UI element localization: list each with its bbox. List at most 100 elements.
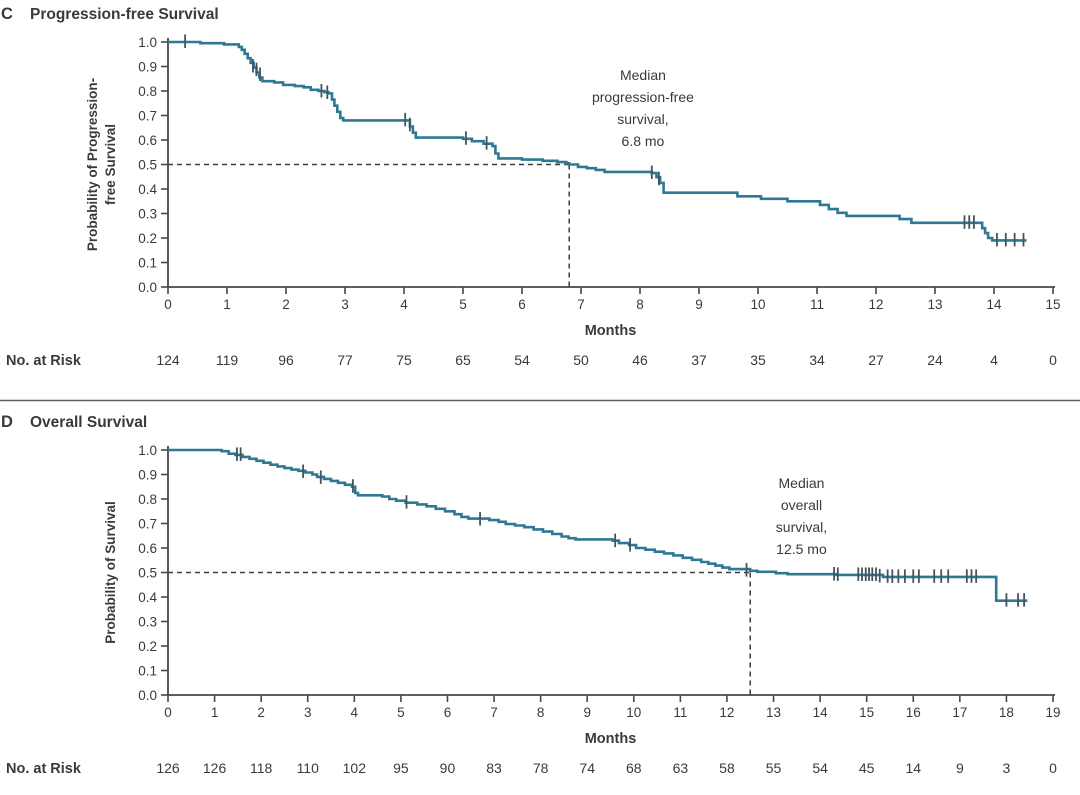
- y-tick-label: 0.3: [138, 614, 157, 629]
- x-tick-label: 8: [636, 297, 644, 312]
- at-risk-value: 35: [750, 352, 766, 368]
- x-tick-label: 2: [257, 705, 265, 720]
- at-risk-value: 78: [533, 760, 549, 776]
- x-tick-label: 3: [304, 705, 312, 720]
- at-risk-value: 27: [868, 352, 884, 368]
- at-risk-value: 14: [905, 760, 921, 776]
- at-risk-value: 102: [343, 760, 367, 776]
- x-tick-label: 10: [626, 705, 641, 720]
- x-tick-label: 10: [750, 297, 765, 312]
- at-risk-value: 0: [1049, 352, 1057, 368]
- median-annotation-line: survival,: [617, 111, 668, 127]
- median-annotation-line: Median: [779, 475, 825, 491]
- x-tick-label: 2: [282, 297, 290, 312]
- at-risk-value: 45: [859, 760, 875, 776]
- at-risk-value: 124: [156, 352, 180, 368]
- at-risk-value: 9: [956, 760, 964, 776]
- y-tick-label: 0.5: [138, 157, 157, 172]
- y-tick-label: 1.0: [138, 443, 157, 458]
- x-tick-label: 17: [952, 705, 967, 720]
- x-tick-label: 15: [859, 705, 874, 720]
- x-tick-label: 4: [351, 705, 359, 720]
- panel-letter: C: [1, 5, 13, 23]
- at-risk-value: 68: [626, 760, 642, 776]
- x-tick-label: 11: [673, 705, 687, 720]
- y-tick-label: 1.0: [138, 35, 157, 50]
- y-tick-label: 0.0: [138, 280, 157, 295]
- y-tick-label: 0.9: [138, 467, 157, 482]
- x-tick-label: 5: [397, 705, 405, 720]
- panel-letter: D: [1, 413, 13, 431]
- x-tick-label: 9: [695, 297, 703, 312]
- y-tick-label: 0.7: [138, 516, 157, 531]
- x-tick-label: 7: [490, 705, 498, 720]
- x-tick-label: 6: [518, 297, 526, 312]
- at-risk-value: 118: [250, 760, 273, 776]
- panel-progression-free-survival: C Progression-free Survival 1.0 0.9 0.8 0.7 0.…: [0, 5, 1080, 402]
- y-tick-label: 0.1: [138, 255, 157, 270]
- at-risk-value: 50: [573, 352, 589, 368]
- x-tick-label: 14: [986, 297, 1002, 312]
- y-tick-label: 0.6: [138, 133, 157, 148]
- x-tick-label: 11: [810, 297, 824, 312]
- at-risk-value: 83: [486, 760, 502, 776]
- x-tick-label: 1: [223, 297, 231, 312]
- at-risk-value: 46: [632, 352, 648, 368]
- at-risk-label: No. at Risk: [6, 761, 82, 777]
- at-risk-value: 77: [337, 352, 353, 368]
- survival-curve: [168, 448, 1028, 602]
- y-tick-label: 0.1: [138, 663, 157, 678]
- x-tick-label: 18: [999, 705, 1014, 720]
- y-axis-title: Probability of Survival: [103, 501, 118, 644]
- y-axis-title: free Survival: [103, 124, 118, 205]
- y-tick-label: 0.0: [138, 688, 157, 703]
- y-tick-label: 0.4: [138, 182, 157, 197]
- at-risk-value: 3: [1003, 760, 1011, 776]
- panel-overall-survival: D Overall Survival 1.0 0.9 0.8 0.7 0.6 0.5 0.4 0.…: [1, 413, 1061, 777]
- at-risk-value: 119: [216, 352, 239, 368]
- at-risk-value: 34: [809, 352, 825, 368]
- x-axis-title: Months: [585, 731, 637, 747]
- x-axis-title: Months: [585, 323, 637, 339]
- median-annotation-line: 12.5 mo: [776, 541, 827, 557]
- x-tick-label: 12: [868, 297, 883, 312]
- y-tick-label: 0.8: [138, 84, 157, 99]
- y-tick-label: 0.2: [138, 231, 157, 246]
- median-annotation-line: survival,: [776, 519, 827, 535]
- x-tick-label: 5: [459, 297, 467, 312]
- y-tick-label: 0.9: [138, 59, 157, 74]
- x-tick-label: 12: [719, 705, 734, 720]
- median-annotation-line: Median: [620, 67, 666, 83]
- at-risk-value: 75: [396, 352, 412, 368]
- median-annotation-line: progression-free: [592, 89, 694, 105]
- y-tick-label: 0.2: [138, 639, 157, 654]
- x-tick-label: 4: [400, 297, 408, 312]
- at-risk-value: 24: [927, 352, 943, 368]
- panel-title: Overall Survival: [30, 414, 147, 431]
- x-tick-label: 19: [1045, 705, 1060, 720]
- y-tick-label: 0.5: [138, 565, 157, 580]
- panel-title: Progression-free Survival: [30, 6, 219, 23]
- x-tick-label: 13: [927, 297, 942, 312]
- y-tick-label: 0.6: [138, 541, 157, 556]
- y-tick-label: 0.8: [138, 492, 157, 507]
- at-risk-value: 4: [990, 352, 998, 368]
- survival-curve: [168, 40, 1027, 242]
- x-tick-label: 0: [164, 705, 172, 720]
- at-risk-value: 95: [393, 760, 409, 776]
- y-tick-label: 0.4: [138, 590, 157, 605]
- x-tick-label: 14: [813, 705, 829, 720]
- x-tick-label: 16: [906, 705, 921, 720]
- at-risk-value: 54: [812, 760, 828, 776]
- at-risk-value: 126: [156, 760, 180, 776]
- x-tick-label: 9: [583, 705, 591, 720]
- x-tick-label: 0: [164, 297, 172, 312]
- at-risk-value: 65: [455, 352, 471, 368]
- at-risk-value: 96: [278, 352, 294, 368]
- at-risk-value: 63: [673, 760, 689, 776]
- x-tick-label: 3: [341, 297, 349, 312]
- x-tick-label: 7: [577, 297, 585, 312]
- at-risk-label: No. at Risk: [6, 353, 82, 369]
- at-risk-value: 0: [1049, 760, 1057, 776]
- x-tick-label: 1: [211, 705, 219, 720]
